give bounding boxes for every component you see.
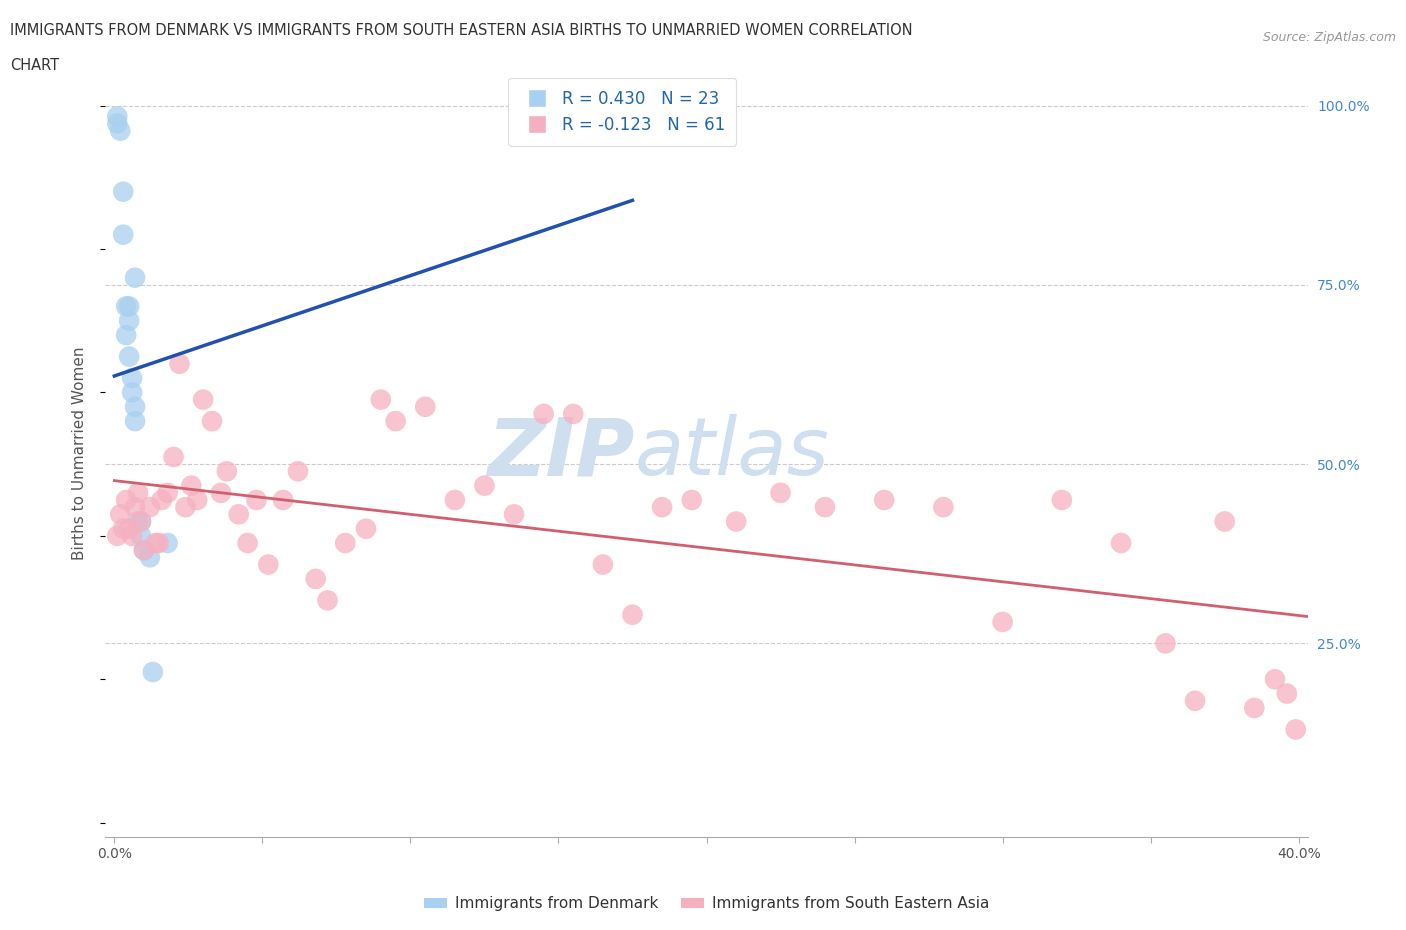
Point — [873, 493, 896, 508]
Point — [1050, 493, 1073, 508]
Text: CHART: CHART — [10, 58, 59, 73]
Point — [215, 464, 238, 479]
Point — [118, 299, 141, 313]
Point — [814, 499, 837, 514]
Legend: Immigrants from Denmark, Immigrants from South Eastern Asia: Immigrants from Denmark, Immigrants from… — [418, 890, 995, 918]
Point — [1184, 694, 1206, 709]
Point — [201, 414, 224, 429]
Point — [139, 550, 162, 565]
Point — [443, 493, 465, 508]
Point — [681, 493, 703, 508]
Point — [129, 528, 152, 543]
Y-axis label: Births to Unmarried Women: Births to Unmarried Women — [72, 347, 87, 560]
Point — [124, 399, 146, 414]
Point — [162, 449, 184, 464]
Point — [1243, 700, 1265, 715]
Point — [121, 385, 143, 400]
Point — [124, 499, 146, 514]
Point — [115, 299, 138, 313]
Point — [1109, 536, 1132, 551]
Point — [533, 406, 555, 421]
Point — [115, 327, 138, 342]
Point — [132, 543, 155, 558]
Point — [132, 543, 155, 558]
Point — [209, 485, 232, 500]
Point — [1213, 514, 1236, 529]
Point — [148, 536, 170, 551]
Point — [186, 493, 208, 508]
Point — [118, 313, 141, 328]
Point — [991, 615, 1014, 630]
Point — [384, 414, 406, 429]
Point — [1154, 636, 1177, 651]
Text: atlas: atlas — [634, 415, 830, 492]
Point — [370, 392, 392, 407]
Point — [118, 521, 141, 536]
Point — [287, 464, 309, 479]
Point — [769, 485, 792, 500]
Point — [180, 478, 202, 493]
Point — [112, 184, 135, 199]
Point — [112, 227, 135, 242]
Point — [129, 514, 152, 529]
Text: ZIP: ZIP — [486, 415, 634, 492]
Point — [105, 528, 128, 543]
Point — [121, 528, 143, 543]
Point — [124, 414, 146, 429]
Point — [1275, 686, 1298, 701]
Point — [156, 536, 179, 551]
Point — [413, 399, 436, 414]
Point — [121, 371, 143, 386]
Point — [651, 499, 673, 514]
Point — [725, 514, 748, 529]
Point — [592, 557, 614, 572]
Point — [110, 124, 132, 139]
Point — [503, 507, 526, 522]
Point — [228, 507, 250, 522]
Point — [145, 536, 167, 551]
Point — [316, 593, 339, 608]
Point — [236, 536, 259, 551]
Point — [156, 485, 179, 500]
Point — [115, 493, 138, 508]
Point — [245, 493, 267, 508]
Point — [1264, 671, 1286, 686]
Point — [127, 514, 149, 529]
Point — [139, 499, 162, 514]
Text: IMMIGRANTS FROM DENMARK VS IMMIGRANTS FROM SOUTH EASTERN ASIA BIRTHS TO UNMARRIE: IMMIGRANTS FROM DENMARK VS IMMIGRANTS FR… — [10, 23, 912, 38]
Point — [127, 485, 149, 500]
Point — [112, 521, 135, 536]
Point — [129, 514, 152, 529]
Point — [621, 607, 644, 622]
Point — [169, 356, 191, 371]
Point — [105, 109, 128, 124]
Point — [354, 521, 377, 536]
Point — [271, 493, 294, 508]
Point — [118, 349, 141, 364]
Point — [174, 499, 197, 514]
Point — [110, 507, 132, 522]
Text: Source: ZipAtlas.com: Source: ZipAtlas.com — [1263, 31, 1396, 44]
Point — [474, 478, 496, 493]
Point — [335, 536, 357, 551]
Point — [105, 116, 128, 131]
Point — [621, 120, 644, 135]
Point — [191, 392, 214, 407]
Point — [142, 665, 165, 680]
Point — [124, 271, 146, 286]
Point — [562, 406, 585, 421]
Point — [1285, 722, 1308, 737]
Point — [932, 499, 955, 514]
Point — [305, 571, 328, 586]
Point — [257, 557, 280, 572]
Point — [150, 493, 173, 508]
